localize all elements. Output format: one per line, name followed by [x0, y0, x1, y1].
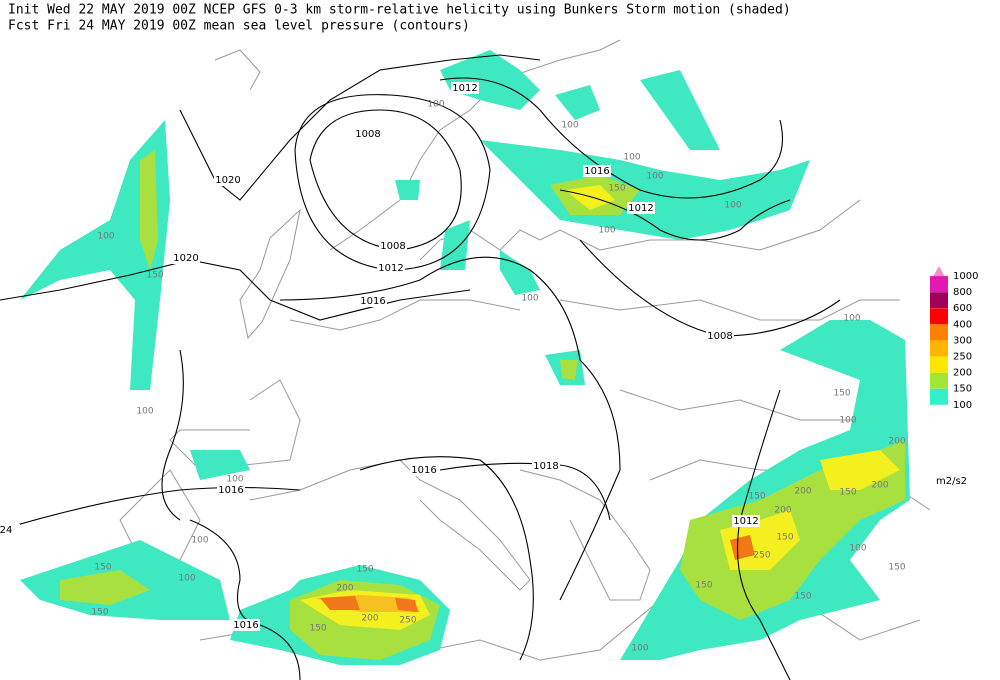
label-bg — [172, 252, 200, 264]
contour-label: 1012 — [452, 83, 477, 94]
label-bg — [379, 240, 407, 252]
legend-swatch — [930, 388, 948, 405]
pressure-contours — [0, 54, 841, 680]
label-bg — [410, 464, 438, 476]
contour-label: 1016 — [360, 296, 385, 307]
shading-label: 100 — [226, 475, 243, 485]
shading-label: 150 — [695, 581, 712, 591]
shading-label: 100 — [849, 544, 866, 554]
shading-label: 100 — [839, 416, 856, 426]
label-bg — [583, 165, 611, 177]
shading-label: 150 — [888, 563, 905, 573]
legend-swatch — [930, 292, 948, 309]
helicity-shading — [20, 50, 910, 665]
label-bg — [359, 295, 387, 307]
label-bg — [627, 202, 655, 214]
shading-label: 250 — [399, 616, 416, 626]
shading-label: 100 — [136, 407, 153, 417]
legend-swatch — [930, 308, 948, 325]
label-bg — [214, 174, 242, 186]
shading-label: 100 — [191, 536, 208, 546]
shading-label: 100 — [631, 644, 648, 654]
shading-label: 150 — [839, 488, 856, 498]
shading-label: 200 — [361, 614, 378, 624]
legend-label: 1000 — [953, 271, 978, 282]
shading-label: 100 — [97, 232, 114, 242]
shading-label: 250 — [753, 551, 770, 561]
shading-label: 200 — [336, 584, 353, 594]
contour-label: 1008 — [355, 129, 380, 140]
legend: 1000 800 600 400 300 250 200 150 100 m2/s2 — [930, 266, 978, 487]
legend-label: 150 — [953, 384, 972, 395]
shading-label: 150 — [146, 271, 163, 281]
shading-label: 200 — [871, 481, 888, 491]
legend-swatch — [930, 340, 948, 357]
shading-label: 100 — [843, 314, 860, 324]
contour-label: 1016 — [218, 485, 243, 496]
shading-label: 200 — [794, 487, 811, 497]
shading-label: 150 — [356, 565, 373, 575]
label-bg — [706, 330, 734, 342]
contour-label: 1008 — [380, 241, 405, 252]
legend-label: 100 — [953, 400, 972, 411]
shading-label: 100 — [427, 100, 444, 110]
contour-label: 1016 — [411, 465, 436, 476]
shading-label: 100 — [561, 121, 578, 131]
legend-swatch — [930, 356, 948, 373]
shading-label: 100 — [623, 153, 640, 163]
contour-labels: 1012 1008 1016 1012 1020 1020 1008 1012 1016 1008… — [0, 82, 760, 631]
contour-label: 1008 — [707, 331, 732, 342]
contour-label: 1016 — [233, 620, 258, 631]
shading-label: 100 — [724, 201, 741, 211]
label-bg — [217, 484, 245, 496]
shading-label: 150 — [309, 624, 326, 634]
contour-label: 1020 — [215, 175, 240, 186]
shading-label: 100 — [646, 172, 663, 182]
header-line: Fcst Fri 24 MAY 2019 00Z mean sea level … — [8, 19, 470, 34]
legend-swatch — [930, 324, 948, 341]
contour-label: 1020 — [173, 253, 198, 264]
label-bg — [732, 515, 760, 527]
legend-label: 200 — [953, 368, 972, 379]
label-bg — [354, 128, 382, 140]
contour-label: 1012 — [378, 263, 403, 274]
label-bg — [0, 524, 20, 536]
label-bg — [377, 262, 405, 274]
contour-label: 1016 — [584, 166, 609, 177]
shading-label: 200 — [888, 437, 905, 447]
legend-swatch — [930, 372, 948, 389]
shading-label: 100 — [598, 226, 615, 236]
shading-labels: 1001001001001501001001001501001001001501… — [91, 100, 905, 654]
contour-label: 24 — [0, 525, 12, 536]
label-bg — [532, 460, 560, 472]
contour-label: 1012 — [628, 203, 653, 214]
contour-label: 1018 — [533, 461, 558, 472]
header-line: Init Wed 22 MAY 2019 00Z NCEP GFS 0-3 km… — [8, 3, 791, 18]
shading-label: 150 — [794, 592, 811, 602]
shading-label: 150 — [776, 533, 793, 543]
shading-label: 150 — [94, 563, 111, 573]
legend-swatch — [930, 276, 948, 293]
legend-units: m2/s2 — [936, 476, 967, 487]
shading-label: 150 — [608, 184, 625, 194]
shading-label: 150 — [91, 608, 108, 618]
legend-label: 600 — [953, 303, 972, 314]
shading-label: 100 — [521, 294, 538, 304]
shading-label: 150 — [748, 492, 765, 502]
label-bg — [232, 619, 260, 631]
legend-label: 800 — [953, 287, 972, 298]
shading-label: 100 — [178, 574, 195, 584]
shading-label: 200 — [774, 506, 791, 516]
legend-label: 400 — [953, 319, 972, 330]
contour-label: 1012 — [733, 516, 758, 527]
legend-label: 250 — [953, 352, 972, 363]
legend-label: 300 — [953, 335, 972, 346]
shading-label: 150 — [833, 389, 850, 399]
label-bg — [451, 82, 479, 94]
